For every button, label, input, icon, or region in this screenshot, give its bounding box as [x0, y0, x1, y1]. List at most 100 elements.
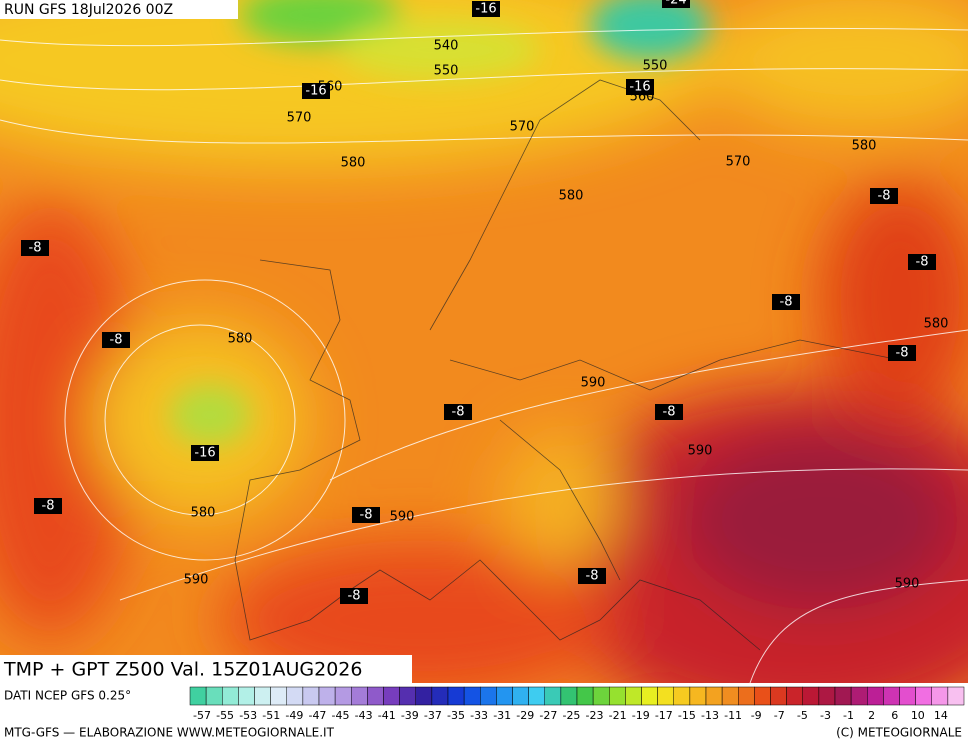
- colorbar-swatch: [818, 686, 836, 706]
- height-label: 570: [510, 120, 535, 135]
- colorbar-label: -11: [724, 709, 742, 722]
- colorbar-swatch: [883, 686, 900, 706]
- temperature-label-box: [21, 240, 49, 256]
- colorbar-label: -39: [401, 709, 419, 722]
- run-label: RUN GFS 18Jul2026 00Z: [4, 2, 173, 18]
- colorbar-swatch: [705, 686, 723, 706]
- height-label: 550: [434, 64, 459, 79]
- colorbar-swatch: [641, 686, 658, 706]
- temperature-label-box: [888, 345, 916, 361]
- colorbar-swatch: [802, 686, 820, 706]
- colorbar-label: -9: [751, 709, 762, 722]
- temperature-label: -8: [780, 295, 793, 310]
- colorbar-swatch: [786, 686, 803, 706]
- temperature-label: -16: [194, 446, 215, 461]
- height-label: 590: [390, 510, 415, 525]
- colorbar-swatch: [738, 686, 755, 706]
- temperature-label-box: [772, 294, 800, 310]
- temperature-label: -8: [586, 569, 599, 584]
- temperature-label: -8: [110, 333, 123, 348]
- temperature-label: -8: [360, 508, 373, 523]
- colorbar-swatch: [334, 686, 352, 706]
- height-label: 580: [191, 506, 216, 521]
- colorbar-label: -47: [308, 709, 326, 722]
- colorbar-label: -33: [470, 709, 488, 722]
- copyright: (C) METEOGIORNALE: [836, 726, 962, 740]
- colorbar-label: -17: [655, 709, 673, 722]
- height-label: 570: [287, 111, 312, 126]
- map: [0, 0, 968, 683]
- colorbar-swatch: [238, 686, 255, 706]
- colorbar-swatch: [592, 686, 610, 706]
- height-label: 590: [581, 376, 606, 391]
- colorbar-label: -7: [774, 709, 785, 722]
- colorbar-label: -51: [262, 709, 280, 722]
- run-box: [0, 0, 238, 19]
- colorbar-swatch: [544, 686, 562, 706]
- colorbar-swatch: [302, 686, 320, 706]
- colorbar-label: -41: [378, 709, 396, 722]
- colorbar-swatch: [189, 686, 207, 706]
- height-label: 580: [228, 332, 253, 347]
- colorbar-label: -29: [516, 709, 534, 722]
- colorbar-swatch: [351, 686, 368, 706]
- colorbar-swatch: [318, 686, 336, 706]
- temperature-label: -24: [665, 0, 686, 8]
- colorbar-swatch: [609, 686, 626, 706]
- colorbar-label: 10: [911, 709, 925, 722]
- temperature-label: -16: [305, 84, 326, 99]
- colorbar-swatch: [770, 686, 787, 706]
- height-label: 590: [688, 444, 713, 459]
- colorbar-label: -37: [424, 709, 442, 722]
- colorbar-label: -45: [332, 709, 350, 722]
- temperature-label-box: [34, 498, 62, 514]
- colorbar-swatch: [657, 686, 674, 706]
- colorbar-label: -13: [701, 709, 719, 722]
- temperature-label-box: [302, 83, 330, 99]
- temperature-label-box: [908, 254, 936, 270]
- colorbar-swatch: [576, 686, 594, 706]
- colorbar-swatch: [367, 686, 384, 706]
- colorbar-swatch: [415, 686, 433, 706]
- temperature-label-box: [655, 404, 683, 420]
- colorbar-label: -21: [609, 709, 627, 722]
- height-label: 590: [184, 573, 209, 588]
- temperature-label: -8: [878, 189, 891, 204]
- colorbar-label: -1: [843, 709, 854, 722]
- colorbar-swatch: [834, 686, 852, 706]
- colorbar-swatch: [480, 686, 497, 706]
- colorbar-swatch: [447, 686, 465, 706]
- colorbar-swatch: [721, 686, 739, 706]
- height-label: 580: [559, 189, 584, 204]
- colorbar-swatch: [286, 686, 304, 706]
- temperature-label-box: [102, 332, 130, 348]
- source-label: DATI NCEP GFS 0.25°: [4, 689, 131, 703]
- height-label: 570: [726, 155, 751, 170]
- colorbar-label: 14: [934, 709, 948, 722]
- temperature-label: -16: [629, 80, 650, 95]
- colorbar-label: -43: [355, 709, 373, 722]
- temperature-label-box: [472, 1, 500, 17]
- height-label: 580: [924, 317, 949, 332]
- colorbar-swatch: [867, 686, 884, 706]
- colorbar-swatch: [205, 686, 223, 706]
- colorbar-swatch: [463, 686, 481, 706]
- map-title: TMP + GPT Z500 Val. 15Z01AUG2026: [3, 659, 362, 681]
- colorbar-swatch: [399, 686, 416, 706]
- colorbar-swatch: [673, 686, 691, 706]
- colorbar-swatch: [915, 686, 932, 706]
- colorbar-label: -15: [678, 709, 696, 722]
- temperature-label: -8: [663, 405, 676, 420]
- colorbar-swatch: [931, 686, 949, 706]
- temperature-label-box: [352, 507, 380, 523]
- temperature-label-box: [444, 404, 472, 420]
- temperature-label-box: [870, 188, 898, 204]
- colorbar: -57 -55 -53 -51 -49 -47 -45 -43 -41 -39 -37 -35 -33-…: [189, 686, 965, 722]
- temperature-label: -8: [916, 255, 929, 270]
- colorbar-swatch: [689, 686, 707, 706]
- temperature-label-box: [191, 445, 219, 461]
- colorbar-swatch: [254, 686, 271, 706]
- colorbar-swatch: [625, 686, 642, 706]
- temperature-label-box: [626, 79, 654, 95]
